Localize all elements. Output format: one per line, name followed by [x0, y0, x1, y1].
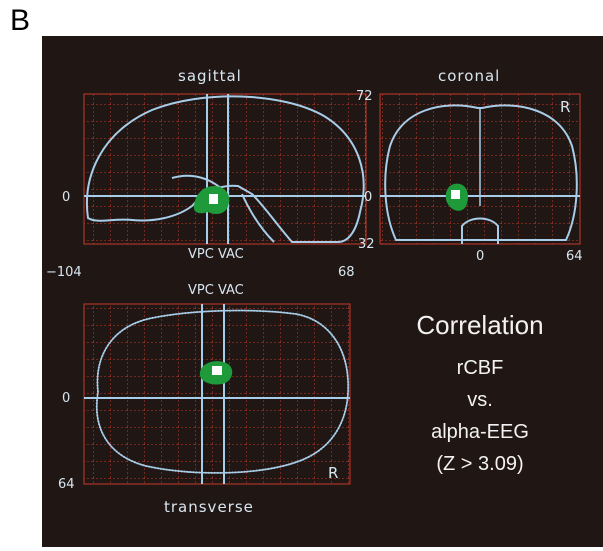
transverse-title: transverse: [164, 498, 254, 516]
coronal-brain-outline: [384, 104, 578, 241]
coronal-view: coronal 72 0 32 0 64 R: [356, 67, 583, 264]
sagittal-activation-blob: [194, 186, 230, 214]
brain-figure-panel: sagittal 0 VPC VAC −104 68 coronal 72 0 …: [42, 36, 603, 547]
sagittal-axis-label: VPC VAC: [188, 247, 244, 262]
sagittal-view: sagittal 0 VPC VAC −104 68: [46, 67, 367, 280]
coronal-title: coronal: [438, 67, 500, 85]
coronal-tick-x-zero: 0: [476, 249, 484, 264]
sagittal-title: sagittal: [178, 67, 242, 85]
correlation-legend: Correlation rCBF vs. alpha-EEG (Z > 3.09…: [416, 310, 543, 475]
legend-title: Correlation: [416, 310, 543, 340]
transverse-tick-bottom: 64: [58, 477, 75, 492]
sagittal-tick-zero: 0: [62, 190, 70, 205]
legend-line-2: vs.: [467, 389, 493, 411]
panel-letter: B: [10, 4, 31, 37]
coronal-tick-x-right: 64: [566, 249, 583, 264]
transverse-axis-label: VPC VAC: [188, 283, 244, 298]
legend-line-4: (Z > 3.09): [436, 453, 523, 475]
transverse-view: VPC VAC 0 64 R transverse: [58, 283, 351, 516]
coronal-side-marker: R: [560, 98, 571, 116]
coronal-tick-top: 72: [356, 89, 373, 104]
coronal-activation-blob: [445, 183, 468, 211]
sagittal-tick-left: −104: [46, 265, 82, 280]
coronal-tick-zero: 0: [364, 190, 372, 205]
transverse-tick-zero: 0: [62, 391, 70, 406]
coronal-tick-bottom: 32: [358, 237, 375, 252]
sagittal-tick-right: 68: [338, 265, 355, 280]
sagittal-brainstem-line: [241, 193, 275, 243]
legend-line-1: rCBF: [457, 357, 504, 379]
sagittal-brain-outline: [86, 95, 365, 243]
coronal-brainstem-outline: [461, 217, 499, 244]
transverse-side-marker: R: [328, 464, 339, 482]
transverse-outline-smooth: [96, 309, 349, 474]
legend-line-3: alpha-EEG: [431, 421, 529, 443]
transverse-grid: [83, 303, 351, 485]
transverse-activation-blob: [199, 361, 233, 385]
glass-brain-svg: sagittal 0 VPC VAC −104 68 coronal 72 0 …: [46, 67, 583, 516]
